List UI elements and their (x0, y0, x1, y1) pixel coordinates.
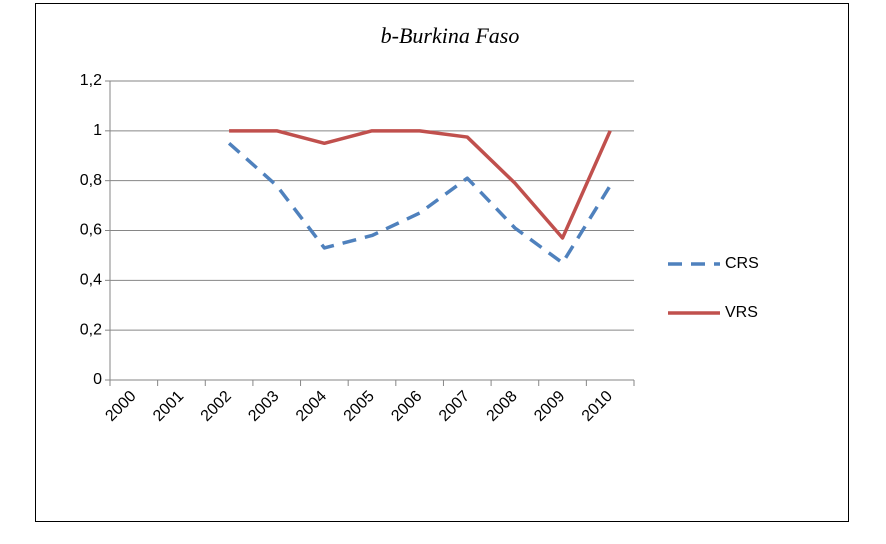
chart-title: b-Burkina Faso (381, 23, 520, 48)
y-tick-label: 0,6 (80, 222, 102, 239)
legend-label: VRS (725, 304, 758, 321)
series-line (229, 129, 612, 240)
y-tick-label: 0,8 (80, 172, 102, 189)
y-tick-label: 0,4 (80, 272, 102, 289)
chart-border (35, 3, 849, 522)
y-tick-label: 0,2 (80, 321, 102, 338)
legend-label: CRS (725, 255, 759, 272)
y-tick-label: 1,2 (80, 72, 102, 89)
y-tick-label: 1 (93, 122, 102, 139)
y-tick-label: 0 (93, 371, 102, 388)
